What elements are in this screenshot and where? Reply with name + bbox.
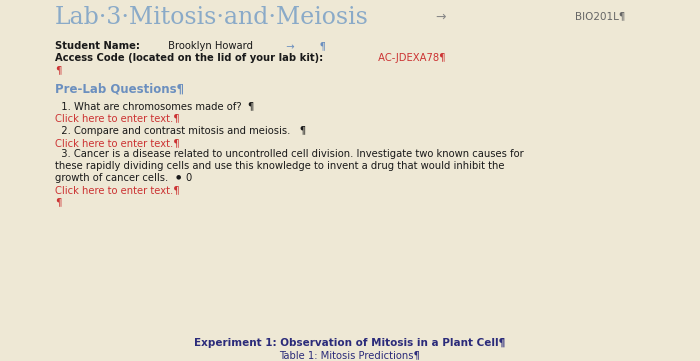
Text: these rapidly dividing cells and use this knowledge to invent a drug that would : these rapidly dividing cells and use thi…	[55, 161, 505, 171]
Text: →        ¶: → ¶	[280, 41, 326, 51]
Text: Pre-Lab Questions¶: Pre-Lab Questions¶	[55, 83, 184, 96]
Text: Table 1: Mitosis Predictions¶: Table 1: Mitosis Predictions¶	[279, 350, 421, 360]
Text: Click here to enter text.¶: Click here to enter text.¶	[55, 113, 180, 123]
Text: Click here to enter text.¶: Click here to enter text.¶	[55, 138, 180, 148]
Text: Experiment 1: Observation of Mitosis in a Plant Cell¶: Experiment 1: Observation of Mitosis in …	[195, 338, 505, 348]
Text: 2. Compare and contrast mitosis and meiosis.   ¶: 2. Compare and contrast mitosis and meio…	[55, 126, 307, 136]
Text: 3. Cancer is a disease related to uncontrolled cell division. Investigate two kn: 3. Cancer is a disease related to uncont…	[55, 149, 524, 159]
Text: AC-JDEXA78¶: AC-JDEXA78¶	[375, 53, 446, 63]
Text: Click here to enter text.¶: Click here to enter text.¶	[55, 185, 180, 195]
Text: Lab·3·Mitosis·and·Meiosis: Lab·3·Mitosis·and·Meiosis	[55, 6, 369, 29]
Text: →: →	[435, 11, 445, 24]
Text: growth of cancer cells.  ⚫ 0: growth of cancer cells. ⚫ 0	[55, 173, 192, 183]
Text: Access Code (located on the lid of your lab kit):: Access Code (located on the lid of your …	[55, 53, 323, 63]
Text: 1. What are chromosomes made of?  ¶: 1. What are chromosomes made of? ¶	[55, 101, 254, 111]
Text: BIO201L¶: BIO201L¶	[575, 11, 625, 21]
Text: ¶: ¶	[55, 197, 62, 207]
Text: Student Name:: Student Name:	[55, 41, 140, 51]
Text: ¶: ¶	[55, 65, 62, 75]
Text: Brooklyn Howard: Brooklyn Howard	[165, 41, 253, 51]
